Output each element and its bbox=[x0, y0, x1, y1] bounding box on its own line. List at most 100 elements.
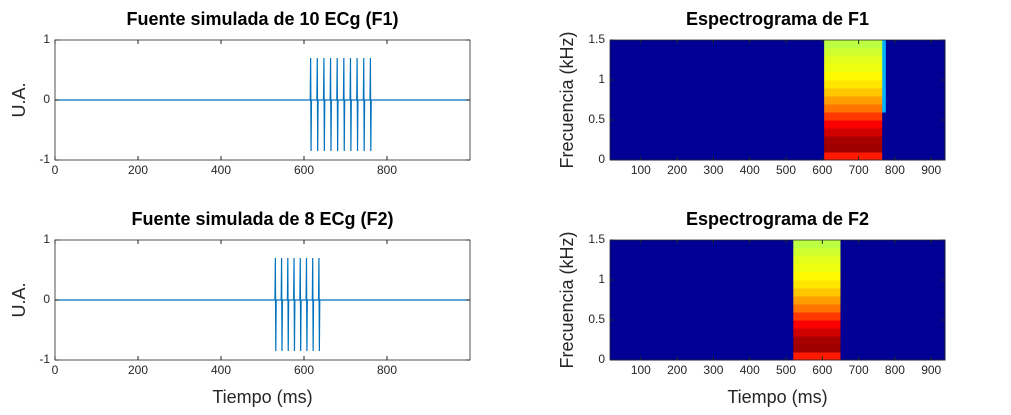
heatmap-cell bbox=[793, 264, 841, 273]
heatmap-cell bbox=[793, 256, 841, 265]
heatmap-cell bbox=[882, 104, 887, 113]
y-axis-label: Frecuencia (kHz) bbox=[557, 231, 577, 368]
heatmap-cell bbox=[793, 336, 841, 345]
heatmap-cell bbox=[610, 56, 825, 65]
heatmap-cell bbox=[610, 288, 794, 297]
y-tick-label: 0.5 bbox=[588, 312, 605, 326]
x-tick-label: 700 bbox=[849, 363, 869, 377]
heatmap-cell bbox=[885, 64, 946, 73]
y-tick-label: -1 bbox=[39, 152, 50, 166]
heatmap-cell bbox=[885, 144, 946, 153]
heatmap-cell bbox=[824, 72, 883, 81]
x-tick-label: 400 bbox=[740, 163, 760, 177]
heatmap-cell bbox=[610, 48, 825, 57]
chart-title: Fuente simulada de 8 ECg (F2) bbox=[131, 209, 393, 229]
heatmap-cell bbox=[610, 328, 794, 337]
heatmap-cell bbox=[824, 80, 883, 89]
x-tick-label: 400 bbox=[740, 363, 760, 377]
heatmap-cell bbox=[885, 72, 946, 81]
x-axis-label: Tiempo (ms) bbox=[212, 387, 312, 407]
heatmap-cell bbox=[610, 152, 825, 161]
y-tick-label: 0.5 bbox=[588, 112, 605, 126]
heatmap-cell bbox=[882, 120, 887, 129]
heatmap-cell bbox=[610, 72, 825, 81]
x-tick-label: 600 bbox=[294, 163, 314, 177]
axes-box bbox=[609, 239, 946, 361]
heatmap-cell bbox=[882, 56, 887, 65]
heatmap-cell bbox=[840, 328, 946, 337]
x-tick-label: 100 bbox=[631, 363, 651, 377]
x-tick-label: 400 bbox=[211, 163, 231, 177]
heatmap-cell bbox=[882, 64, 887, 73]
heatmap-cell bbox=[824, 128, 883, 137]
heatmap-cell bbox=[610, 112, 825, 121]
y-tick-label: 1 bbox=[43, 232, 50, 246]
heatmap-cell bbox=[885, 56, 946, 65]
x-tick-label: 600 bbox=[812, 163, 832, 177]
heatmap-cell bbox=[885, 120, 946, 129]
heatmap-cell bbox=[610, 40, 825, 49]
x-tick-label: 200 bbox=[128, 363, 148, 377]
heatmap-cell bbox=[793, 248, 841, 257]
y-axis-label: U.A. bbox=[9, 282, 29, 317]
heatmap-cell bbox=[610, 256, 794, 265]
x-axis-label: Tiempo (ms) bbox=[727, 387, 827, 407]
heatmap-cell bbox=[882, 80, 887, 89]
heatmap-cell bbox=[840, 264, 946, 273]
heatmap-cell bbox=[885, 152, 946, 161]
signal-line bbox=[55, 257, 470, 352]
x-tick-label: 800 bbox=[885, 163, 905, 177]
heatmap-cell bbox=[885, 88, 946, 97]
heatmap-cell bbox=[840, 240, 946, 249]
y-tick-label: 1.5 bbox=[588, 232, 605, 246]
heatmap-cell bbox=[882, 48, 887, 57]
heatmap-cell bbox=[610, 312, 794, 321]
x-tick-label: 400 bbox=[211, 363, 231, 377]
heatmap-cell bbox=[885, 40, 946, 49]
heatmap-cell bbox=[610, 320, 794, 329]
heatmap-cell bbox=[840, 304, 946, 313]
heatmap-cell bbox=[824, 120, 883, 129]
heatmap-cell bbox=[824, 144, 883, 153]
heatmap-cell bbox=[840, 344, 946, 353]
heatmap-cell bbox=[793, 280, 841, 289]
heatmap-cell bbox=[885, 128, 946, 137]
heatmap-cell bbox=[885, 104, 946, 113]
heatmap-cell bbox=[840, 296, 946, 305]
x-tick-label: 300 bbox=[703, 363, 723, 377]
heatmap-cell bbox=[610, 120, 825, 129]
axes-box bbox=[609, 39, 946, 161]
heatmap-cell bbox=[610, 248, 794, 257]
heatmap-cell bbox=[793, 352, 841, 361]
x-tick-label: 900 bbox=[921, 163, 941, 177]
heatmap-cell bbox=[824, 152, 883, 161]
heatmap-cell bbox=[882, 152, 887, 161]
heatmap-cell bbox=[840, 336, 946, 345]
heatmap-cell bbox=[882, 40, 887, 49]
heatmap-cell bbox=[610, 336, 794, 345]
y-tick-label: 1.5 bbox=[588, 32, 605, 46]
heatmap-cell bbox=[793, 240, 841, 249]
heatmap-cell bbox=[885, 96, 946, 105]
heatmap-cell bbox=[840, 272, 946, 281]
x-tick-label: 200 bbox=[667, 363, 687, 377]
x-tick-label: 100 bbox=[631, 163, 651, 177]
heatmap-cell bbox=[610, 240, 794, 249]
heatmap-cell bbox=[793, 320, 841, 329]
heatmap-cell bbox=[840, 312, 946, 321]
x-tick-label: 300 bbox=[703, 163, 723, 177]
heatmap-cell bbox=[882, 112, 887, 121]
heatmap-cell bbox=[824, 96, 883, 105]
x-tick-label: 800 bbox=[885, 363, 905, 377]
heatmap-cell bbox=[882, 96, 887, 105]
x-tick-label: 800 bbox=[377, 363, 397, 377]
heatmap-cell bbox=[840, 320, 946, 329]
heatmap-cell bbox=[793, 328, 841, 337]
heatmap-cell bbox=[793, 312, 841, 321]
heatmap-cell bbox=[882, 88, 887, 97]
heatmap-cell bbox=[885, 136, 946, 145]
heatmap-cell bbox=[610, 136, 825, 145]
heatmap-cell bbox=[840, 280, 946, 289]
heatmap-cell bbox=[824, 136, 883, 145]
